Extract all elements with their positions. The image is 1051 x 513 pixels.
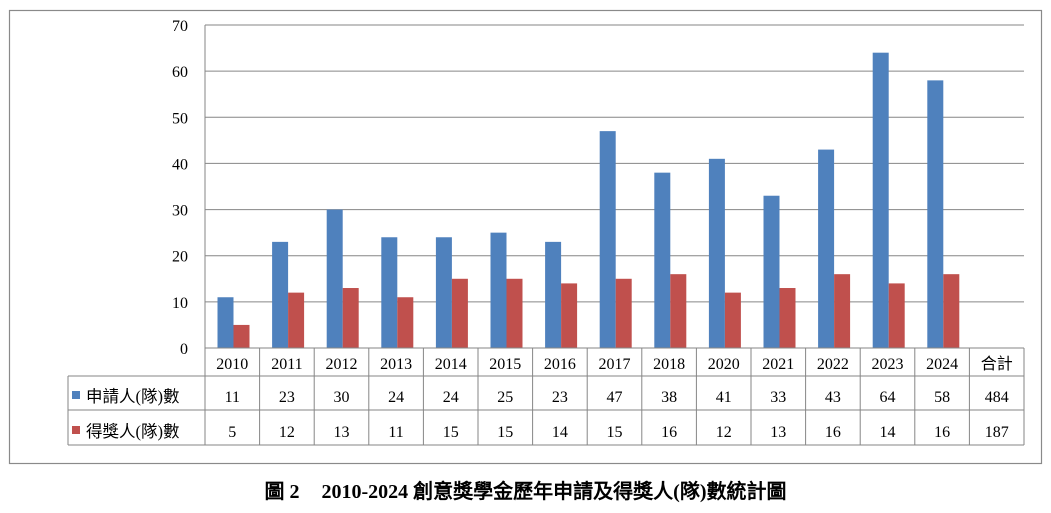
table-header-year: 2020	[708, 356, 740, 373]
table-header-year: 2014	[435, 356, 467, 373]
table-cell-total-applicants: 484	[985, 389, 1009, 406]
table-cell-applicants: 25	[497, 389, 513, 406]
bar-awardees	[561, 283, 578, 348]
table-header-year: 2013	[380, 356, 412, 373]
bar-applicants	[763, 195, 780, 348]
bar-applicants	[545, 241, 562, 348]
figure-caption: 圖 2 2010-2024 創意獎學金歷年申請及得獎人(隊)數統計圖	[0, 479, 1051, 505]
table-header-year: 2015	[489, 356, 521, 373]
table-cell-awardees: 16	[661, 424, 677, 441]
y-tick-label: 60	[172, 64, 188, 81]
table-cell-applicants: 33	[770, 389, 786, 406]
bar-awardees	[943, 274, 960, 348]
bar-applicants	[927, 80, 944, 348]
table-cell-applicants: 43	[825, 389, 841, 406]
table-cell-awardees: 12	[716, 424, 732, 441]
table-cell-applicants: 30	[334, 389, 350, 406]
y-tick-label: 70	[172, 18, 188, 35]
bar-applicants	[490, 232, 507, 348]
table-header-year: 2012	[326, 356, 358, 373]
y-tick-label: 0	[180, 341, 188, 358]
bar-awardees	[233, 324, 250, 348]
bar-awardees	[834, 274, 851, 348]
figure-title: 2010-2024 創意獎學金歷年申請及得獎人(隊)數統計圖	[321, 481, 787, 503]
table-cell-awardees: 12	[279, 424, 295, 441]
table-cell-applicants: 24	[443, 389, 459, 406]
bar-awardees	[670, 274, 687, 348]
series-label-awardees: 得獎人(隊)數	[86, 422, 180, 441]
chart: 0 10 20 30 40 50 60 70 2010 2011 2012 2013 2014 2015 2…	[8, 9, 1043, 465]
bar-applicants	[872, 52, 889, 348]
bar-applicants	[435, 237, 452, 348]
y-tick-label: 10	[172, 295, 188, 312]
table-cell-awardees: 16	[825, 424, 841, 441]
table-header-year: 2016	[544, 356, 576, 373]
table-cell-applicants: 11	[225, 389, 240, 406]
table-header-year: 2010	[216, 356, 248, 373]
table-cell-awardees: 13	[770, 424, 786, 441]
table-cell-awardees: 5	[228, 424, 236, 441]
table-cell-applicants: 24	[388, 389, 404, 406]
table-cell-applicants: 23	[552, 389, 568, 406]
bar-awardees	[451, 278, 468, 348]
table-header-total: 合計	[981, 355, 1013, 373]
bar-applicants	[326, 209, 343, 348]
y-tick-label: 50	[172, 110, 188, 127]
table-cell-applicants: 38	[661, 389, 677, 406]
table-header-year: 2024	[926, 356, 958, 373]
y-tick-label: 40	[172, 156, 188, 173]
bar-awardees	[888, 283, 905, 348]
bar-awardees	[397, 297, 414, 348]
series-label-applicants: 申請人(隊)數	[86, 387, 180, 406]
bar-applicants	[217, 297, 234, 348]
table-header-year: 2018	[653, 356, 685, 373]
bar-applicants	[381, 237, 398, 348]
table-header-year: 2021	[762, 356, 794, 373]
table-cell-awardees: 14	[880, 424, 896, 441]
bar-awardees	[506, 278, 523, 348]
bar-awardees	[288, 292, 305, 348]
bar-applicants	[654, 172, 671, 348]
bar-applicants	[272, 241, 289, 348]
bar-awardees	[779, 288, 796, 348]
chart-frame	[8, 9, 1043, 465]
table-cell-awardees: 14	[552, 424, 568, 441]
legend-marker-awardees	[72, 426, 80, 434]
bar-awardees	[615, 278, 632, 348]
table-header-year: 2011	[271, 356, 302, 373]
table-cell-awardees: 11	[388, 424, 403, 441]
table-cell-awardees: 15	[607, 424, 623, 441]
bar-applicants	[599, 131, 616, 348]
table-cell-applicants: 47	[607, 389, 623, 406]
table-cell-awardees: 16	[934, 424, 950, 441]
y-tick-label: 30	[172, 203, 188, 220]
table-cell-total-awardees: 187	[985, 424, 1009, 441]
bar-awardees	[724, 292, 741, 348]
table-cell-awardees: 13	[334, 424, 350, 441]
y-tick-label: 20	[172, 249, 188, 266]
bar-applicants	[818, 149, 835, 348]
table-cell-applicants: 64	[880, 389, 896, 406]
bar-applicants	[708, 158, 725, 348]
table-cell-applicants: 41	[716, 389, 732, 406]
table-header-year: 2017	[599, 356, 631, 373]
legend-marker-applicants	[72, 391, 80, 399]
figure-number: 圖 2	[264, 481, 300, 503]
table-cell-applicants: 23	[279, 389, 295, 406]
table-cell-applicants: 58	[934, 389, 950, 406]
table-header-year: 2022	[817, 356, 849, 373]
bar-awardees	[342, 288, 359, 348]
table-header-year: 2023	[872, 356, 904, 373]
table-cell-awardees: 15	[497, 424, 513, 441]
table-cell-awardees: 15	[443, 424, 459, 441]
